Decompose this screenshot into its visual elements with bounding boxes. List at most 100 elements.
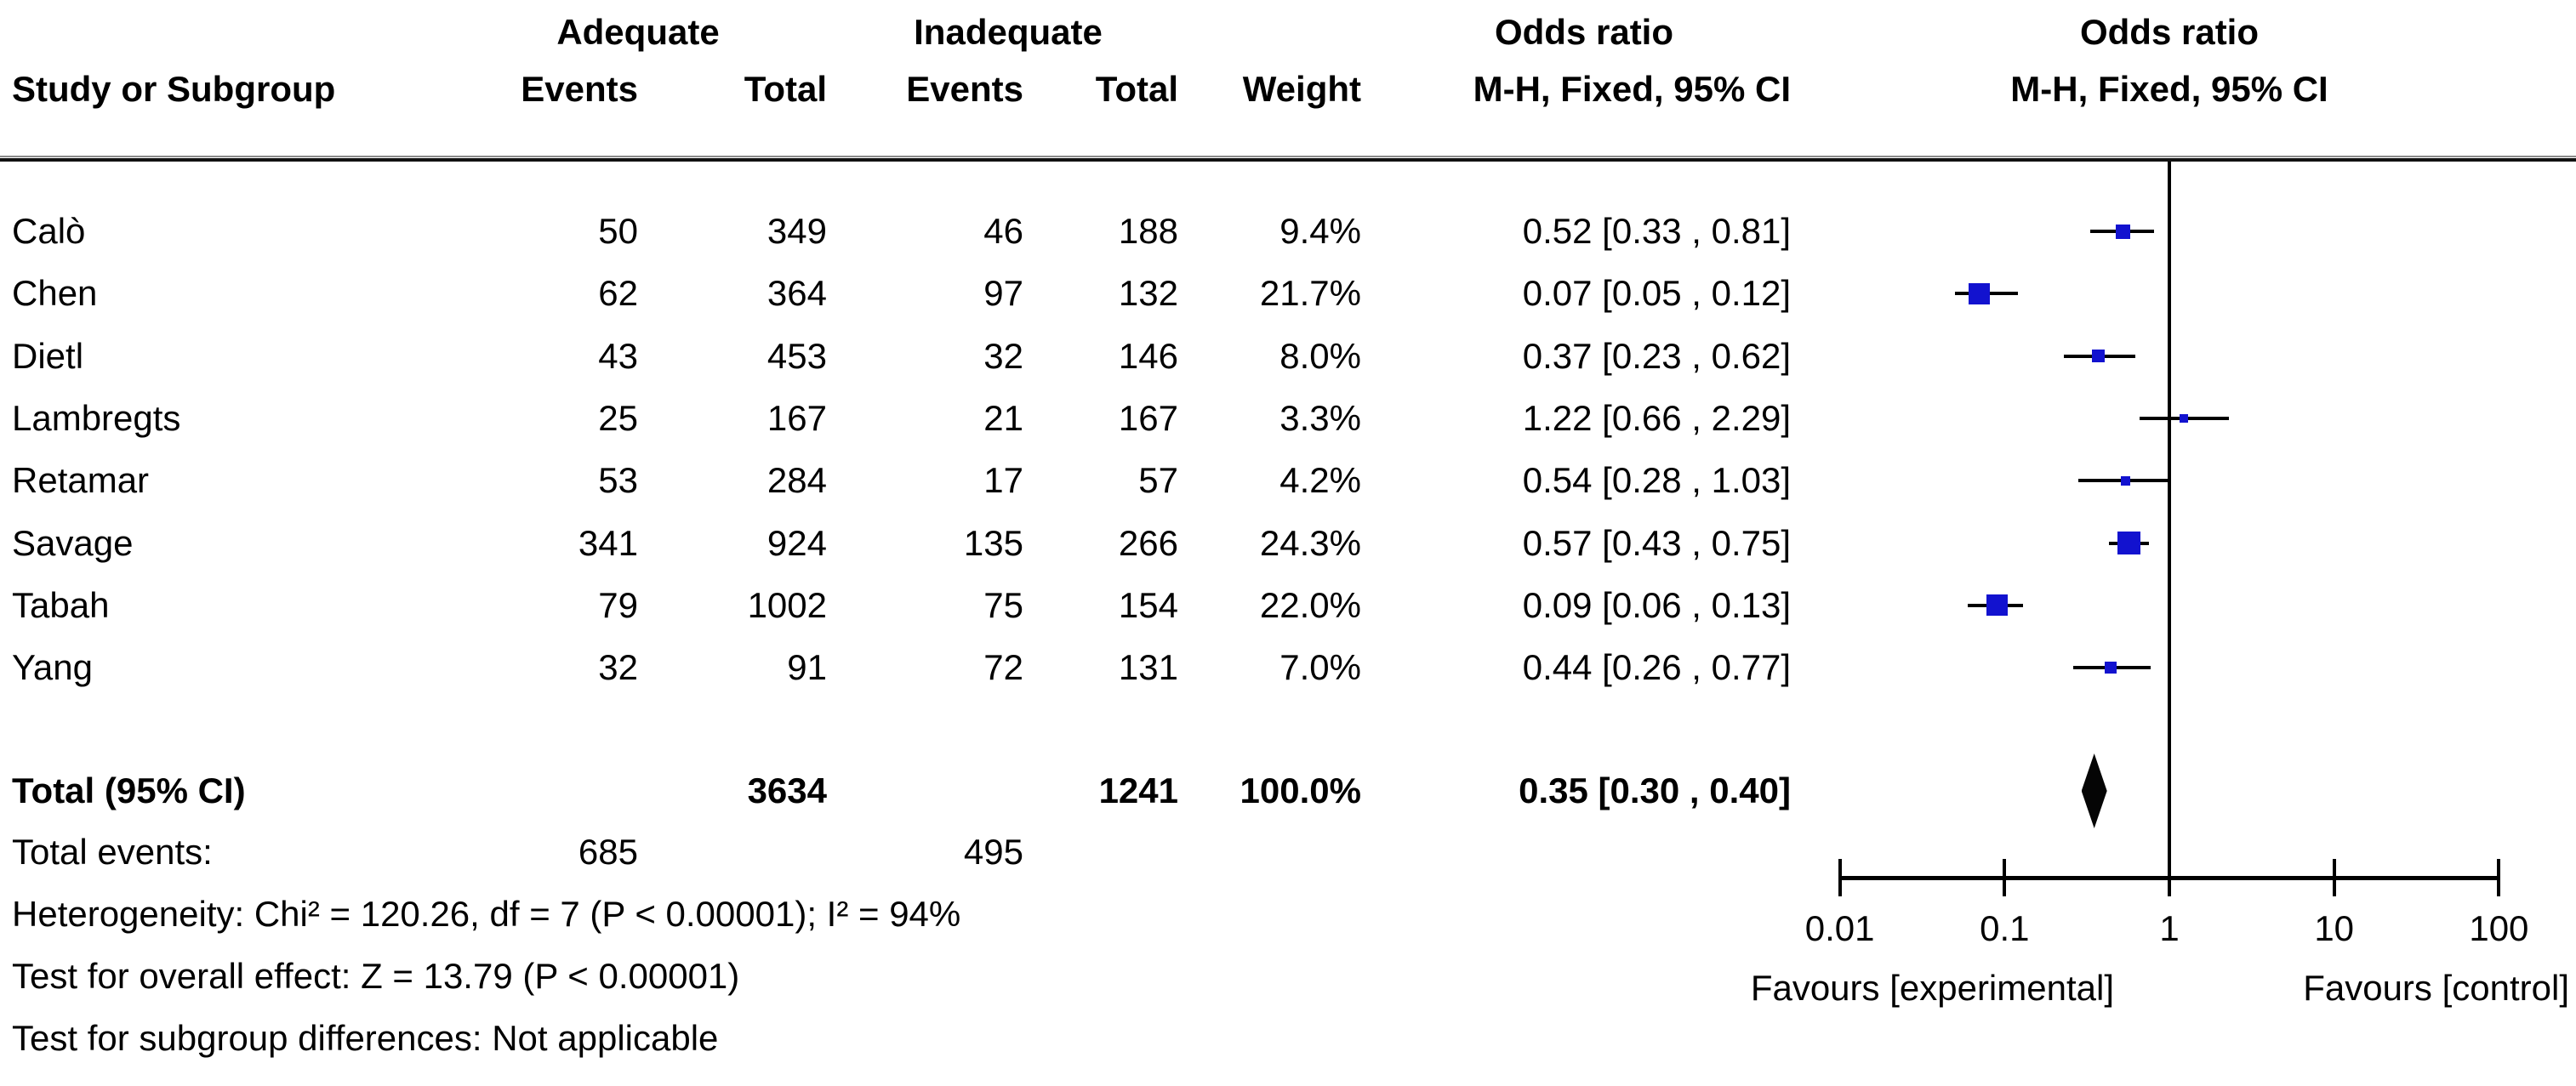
overall-effect-test: Test for overall effect: Z = 13.79 (P < … <box>12 956 740 996</box>
odds-ratio-ci-savage: 0.57 [0.43 , 0.75] <box>1522 523 1791 563</box>
total-inadequate-tabah: 154 <box>1118 585 1178 625</box>
total-inadequate-calo: 188 <box>1118 211 1178 251</box>
favours-experimental-label: Favours [experimental] <box>1750 968 2114 1008</box>
col-header-study: Study or Subgroup <box>12 69 336 109</box>
weight-dietl: 8.0% <box>1279 336 1361 376</box>
events-inadequate-retamar: 17 <box>983 460 1023 500</box>
axis-tick-label-0.01: 0.01 <box>1804 908 1875 948</box>
axis-tick-1 <box>2168 859 2171 896</box>
events-adequate-tabah: 79 <box>598 585 638 625</box>
total-adequate-chen: 364 <box>767 273 827 313</box>
weight-lambregts: 3.3% <box>1279 398 1361 438</box>
events-adequate-lambregts: 25 <box>598 398 638 438</box>
total-weight: 100.0% <box>1240 770 1361 810</box>
study-name-tabah: Tabah <box>12 585 110 625</box>
col-header-weight: Weight <box>1242 69 1361 109</box>
events-adequate-yang: 32 <box>598 647 638 687</box>
odds-ratio-ci-lambregts: 1.22 [0.66 , 2.29] <box>1522 398 1791 438</box>
col-header-events-inadequate: Events <box>906 69 1023 109</box>
total-events-label: Total events: <box>12 832 213 872</box>
col-header-events-adequate: Events <box>521 69 638 109</box>
events-adequate-chen: 62 <box>598 273 638 313</box>
weight-yang: 7.0% <box>1279 647 1361 687</box>
events-inadequate-yang: 72 <box>983 647 1023 687</box>
study-name-dietl: Dietl <box>12 336 84 376</box>
total-events-inadequate: 495 <box>963 832 1023 872</box>
study-name-retamar: Retamar <box>12 460 150 500</box>
total-odds-ratio-ci: 0.35 [0.30 , 0.40] <box>1519 770 1791 810</box>
total-adequate-retamar: 284 <box>767 460 827 500</box>
total-adequate-lambregts: 167 <box>767 398 827 438</box>
total-row-label: Total (95% CI) <box>12 770 246 810</box>
total-inadequate-retamar: 57 <box>1138 460 1178 500</box>
group-header-adequate: Adequate <box>556 12 720 52</box>
events-adequate-dietl: 43 <box>598 336 638 376</box>
axis-tick-label-1: 1 <box>2159 908 2180 948</box>
weight-square-retamar <box>2120 475 2130 486</box>
events-adequate-calo: 50 <box>598 211 638 251</box>
col-header-mh-fixed-ci: M-H, Fixed, 95% CI <box>1473 69 1791 109</box>
odds-ratio-ci-chen: 0.07 [0.05 , 0.12] <box>1522 273 1791 313</box>
odds-ratio-ci-calo: 0.52 [0.33 , 0.81] <box>1522 211 1791 251</box>
total-inadequate-yang: 131 <box>1118 647 1178 687</box>
axis-tick-0.1 <box>2003 859 2007 896</box>
total-inadequate-chen: 132 <box>1118 273 1178 313</box>
study-name-savage: Savage <box>12 523 134 563</box>
weight-square-savage <box>2117 532 2141 554</box>
col-header-total-inadequate: Total <box>1095 69 1178 109</box>
odds-ratio-column-title: Odds ratio <box>1494 12 1674 52</box>
header-divider-rule <box>0 156 2576 162</box>
study-name-calo: Calò <box>12 211 86 251</box>
heterogeneity-stats: Heterogeneity: Chi² = 120.26, df = 7 (P … <box>12 894 961 934</box>
axis-tick-label-100: 100 <box>2469 908 2529 948</box>
group-header-inadequate: Inadequate <box>914 12 1103 52</box>
events-adequate-retamar: 53 <box>598 460 638 500</box>
total-inadequate-savage: 266 <box>1118 523 1178 563</box>
axis-tick-0.01 <box>1838 859 1842 896</box>
subgroup-test: Test for subgroup differences: Not appli… <box>12 1018 719 1058</box>
weight-retamar: 4.2% <box>1279 460 1361 500</box>
odds-ratio-ci-tabah: 0.09 [0.06 , 0.13] <box>1522 585 1791 625</box>
total-adequate-tabah: 1002 <box>747 585 827 625</box>
favours-control-label: Favours [control] <box>2303 968 2569 1008</box>
events-adequate-savage: 341 <box>578 523 638 563</box>
events-inadequate-dietl: 32 <box>983 336 1023 376</box>
weight-square-chen <box>1968 282 1990 304</box>
weight-calo: 9.4% <box>1279 211 1361 251</box>
odds-ratio-plot-title: Odds ratio <box>2079 12 2260 52</box>
odds-ratio-ci-dietl: 0.37 [0.23 , 0.62] <box>1522 336 1791 376</box>
plot-header-mh-fixed-ci: M-H, Fixed, 95% CI <box>2010 69 2328 109</box>
total-adequate-yang: 91 <box>787 647 827 687</box>
study-name-chen: Chen <box>12 273 98 313</box>
weight-chen: 21.7% <box>1259 273 1361 313</box>
study-name-lambregts: Lambregts <box>12 398 181 438</box>
axis-tick-100 <box>2497 859 2501 896</box>
weight-square-lambregts <box>2179 413 2188 423</box>
weight-square-dietl <box>2091 350 2105 363</box>
events-inadequate-tabah: 75 <box>983 585 1023 625</box>
weight-savage: 24.3% <box>1259 523 1361 563</box>
total-diamond <box>2081 753 2107 828</box>
weight-square-calo <box>2115 224 2130 239</box>
total-inadequate-n: 1241 <box>1098 770 1178 810</box>
events-inadequate-savage: 135 <box>963 523 1023 563</box>
total-inadequate-lambregts: 167 <box>1118 398 1178 438</box>
axis-tick-label-10: 10 <box>2314 908 2355 948</box>
total-adequate-dietl: 453 <box>767 336 827 376</box>
total-adequate-savage: 924 <box>767 523 827 563</box>
axis-tick-label-0.1: 0.1 <box>1980 908 2030 948</box>
weight-square-tabah <box>1986 594 2008 617</box>
odds-ratio-ci-retamar: 0.54 [0.28 , 1.03] <box>1522 460 1791 500</box>
odds-ratio-ci-yang: 0.44 [0.26 , 0.77] <box>1522 647 1791 687</box>
weight-square-yang <box>2104 662 2117 674</box>
total-adequate-calo: 349 <box>767 211 827 251</box>
weight-tabah: 22.0% <box>1259 585 1361 625</box>
total-events-adequate: 685 <box>578 832 638 872</box>
events-inadequate-chen: 97 <box>983 273 1023 313</box>
total-inadequate-dietl: 146 <box>1118 336 1178 376</box>
events-inadequate-lambregts: 21 <box>983 398 1023 438</box>
study-name-yang: Yang <box>12 647 93 687</box>
axis-tick-10 <box>2332 859 2336 896</box>
odds-ratio-one-line <box>2168 162 2171 880</box>
